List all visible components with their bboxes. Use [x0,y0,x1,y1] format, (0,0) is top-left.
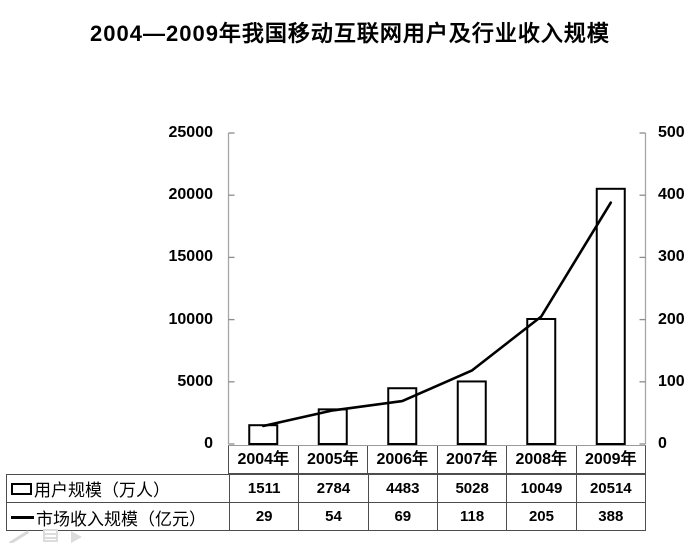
x-axis-category-label: 2004年 [237,451,290,468]
left-axis-tick-label: 15000 [168,248,214,265]
document-icon [43,529,58,542]
x-axis-category-label: 2006年 [367,446,437,473]
left-axis-tick-label: 0 [204,435,213,452]
x-axis-category-label: 2007年 [436,446,507,473]
users-value: 10049 [506,475,575,502]
users-value: 20514 [575,475,645,502]
line-series-legend-icon [11,515,34,519]
right-axis-tick-label: 0 [658,435,667,452]
revenue-series-label: 市场收入规模（亿元） [36,509,206,529]
users-value: 2784 [298,475,367,502]
revenue-value: 205 [506,503,575,531]
data-table: 用户规模（万人） 1511 2784 4483 5028 10049 20514… [6,474,646,531]
left-axis-tick-label: 25000 [168,124,214,141]
chart-title: 2004—2009年我国移动互联网用户及行业收入规模 [90,21,610,46]
table-row-users: 用户规模（万人） 1511 2784 4483 5028 10049 20514 [7,475,645,503]
revenue-value: 29 [229,503,298,531]
right-axis-tick-label: 300 [658,248,685,265]
right-axis-tick-label: 200 [658,311,685,328]
revenue-value: 54 [298,503,367,531]
users-series-label: 用户规模（万人） [34,481,170,500]
left-axis-tick-label: 5000 [177,373,213,390]
revenue-value: 388 [575,503,645,531]
pencil-icon [8,530,30,543]
x-axis-category-label: 2009年 [575,446,646,473]
right-axis-tick-label: 400 [658,186,685,203]
left-axis-tick-label: 20000 [168,186,214,203]
table-row-revenue: 市场收入规模（亿元） 29 54 69 118 205 388 [7,503,645,531]
x-axis-year-row: 2004年 2005年 2006年 2007年 2008年 2009年 [228,445,646,474]
right-axis-tick-label: 100 [658,373,685,390]
revenue-series-legend: 市场收入规模（亿元） [7,503,229,531]
arrow-icon [71,531,82,543]
right-axis-tick-label: 500 [658,124,685,141]
x-axis-category-label: 2005年 [297,446,368,473]
revenue-value: 69 [367,503,437,531]
watermark-icons [8,529,82,543]
bar-series-legend-icon [11,482,32,495]
x-axis-category-label: 2008年 [506,446,576,473]
users-value: 5028 [436,475,506,502]
users-series-legend: 用户规模（万人） [7,475,229,502]
revenue-value: 118 [436,503,506,531]
left-axis-tick-label: 10000 [168,311,214,328]
users-value: 4483 [367,475,437,502]
users-value: 1511 [229,475,298,502]
